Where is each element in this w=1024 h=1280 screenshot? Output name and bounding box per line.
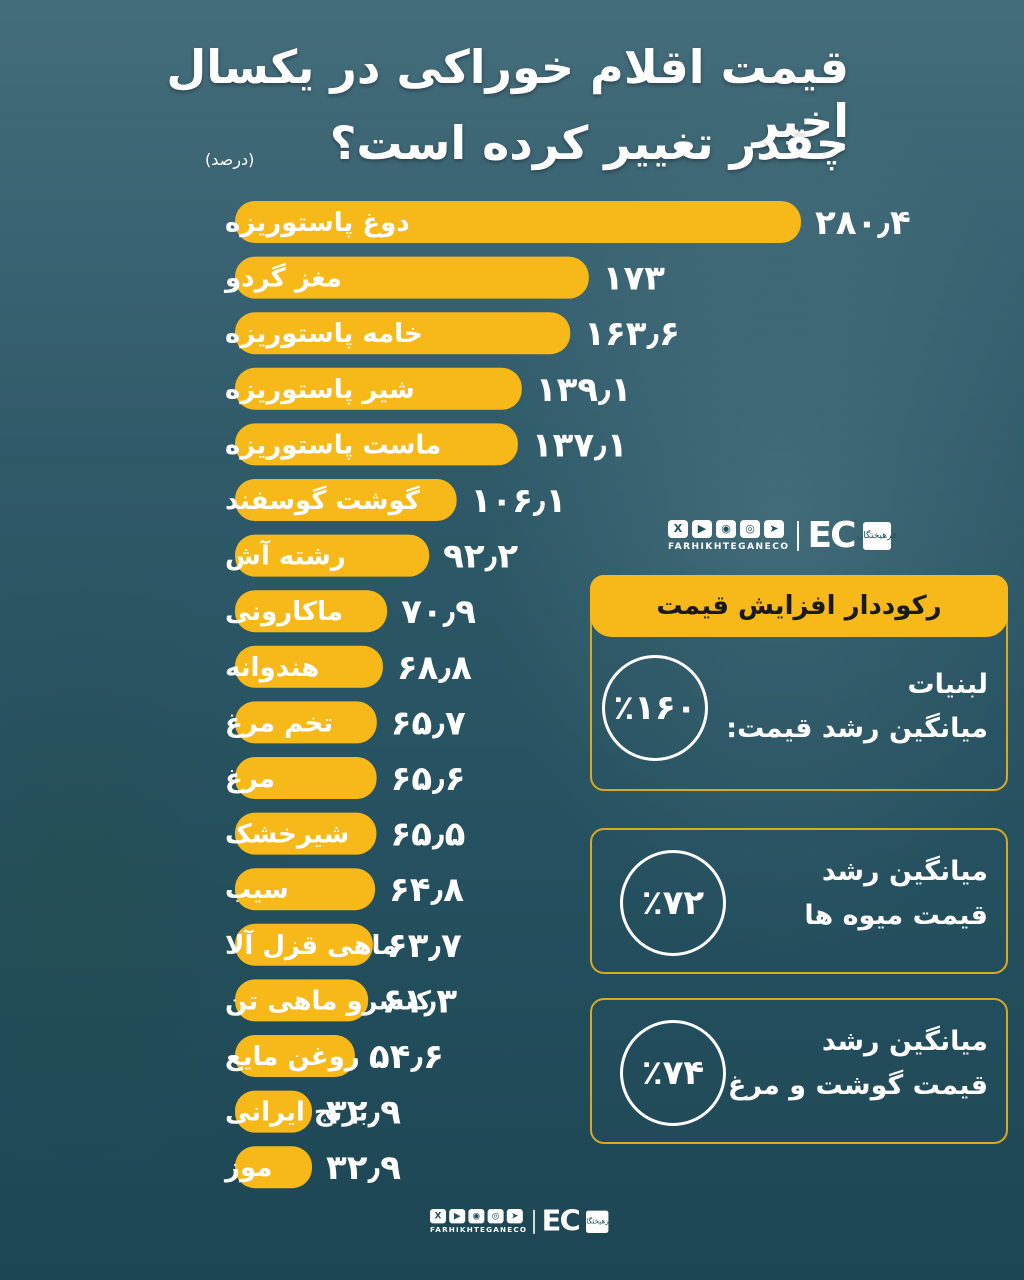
page-title: قیمت اقلام خوراکی در یکسال اخیر (166, 40, 849, 148)
bar (235, 423, 518, 466)
bar-value-label: ۶۴٫۸ (389, 870, 464, 910)
bar (235, 868, 376, 911)
bar (235, 1035, 355, 1077)
bar (235, 367, 522, 410)
record-box-dairy: رکوددار افزایش قیمت ٪۱۶۰ لبنیات میانگین … (590, 575, 1008, 791)
bar (235, 701, 377, 744)
record-box-meat: ٪۷۴ میانگین رشد قیمت گوشت و مرغ (590, 998, 1008, 1144)
bar (235, 757, 377, 799)
bar-category-label: شیر پاستوریزه (225, 375, 415, 405)
meat-text: میانگین رشد قیمت گوشت و مرغ (728, 1020, 988, 1108)
bar-category-label: ماهی قزل آلا (225, 929, 397, 961)
bar (235, 479, 457, 521)
telegram-icon[interactable]: ➤ (506, 1208, 523, 1223)
bar (235, 534, 430, 577)
bar (235, 645, 383, 688)
x-icon[interactable]: X (668, 519, 688, 538)
brand-logo-bottom: EC (541, 1205, 581, 1238)
brand-seal-icon: فرهیختگان (857, 521, 896, 550)
bar-category-label: سیب (225, 875, 289, 905)
bar-category-label: مرغ (225, 764, 275, 794)
brand-url: FARHIKHTEGANECO (668, 541, 790, 552)
bar-category-label: روغن مایع (225, 1042, 360, 1072)
bar-value-label: ۱۳۷٫۱ (532, 425, 628, 465)
social-icons-bottom: X ▶ ◉ ◎ ➤ (430, 1208, 527, 1223)
bar (235, 1146, 313, 1189)
record-box-fruits: ٪۷۲ میانگین رشد قیمت میوه ها (590, 828, 1008, 974)
bar-value-label: ۶۳٫۷ (387, 926, 462, 966)
bar-category-label: شیرخشک (225, 820, 349, 850)
instagram-icon[interactable]: ◎ (487, 1208, 504, 1223)
fruits-line1: میانگین رشد (821, 856, 988, 887)
bar (235, 812, 377, 855)
bar-category-label: مغز گردو (223, 263, 342, 294)
page-subtitle: چقدر تغییر کرده است؟ (329, 116, 849, 170)
bar-value-label: ۲۸۰٫۴ (815, 203, 911, 243)
bar-category-label: برنج ایرانی (225, 1098, 368, 1128)
bar-value-label: ۱۰۶٫۱ (471, 481, 567, 521)
dairy-line2: میانگین رشد قیمت: (726, 713, 988, 744)
fruits-text: میانگین رشد قیمت میوه ها (804, 850, 988, 938)
bar-value-label: ۳۲٫۹ (326, 1148, 401, 1188)
bar-category-label: گوشت گوسفند (225, 485, 421, 516)
social-icons: X ▶ ◉ ◎ ➤ (668, 519, 789, 538)
bar-value-label: ۶۵٫۷ (391, 703, 466, 743)
bar-category-label: هندوانه (225, 653, 319, 683)
meat-line2: قیمت گوشت و مرغ (727, 1070, 988, 1101)
bar-value-label: ۱۶۳٫۶ (584, 314, 680, 354)
bar-value-label: ۶۸٫۸ (397, 648, 472, 688)
bar (235, 256, 589, 299)
instagram-icon[interactable]: ◎ (740, 519, 760, 538)
bar-category-label: کنسرو ماهی تن (225, 986, 432, 1016)
fruits-line2: قیمت میوه ها (804, 900, 988, 931)
record-header: رکوددار افزایش قیمت (590, 575, 1008, 637)
bar-value-label: ۶۵٫۵ (390, 815, 465, 855)
bar (235, 201, 801, 243)
meat-percent-badge: ٪۷۴ (620, 1020, 726, 1126)
bar-category-label: ماست پاستوریزه (225, 430, 441, 460)
brand-divider (797, 520, 800, 551)
dairy-percent-badge: ٪۱۶۰ (602, 655, 708, 761)
bar-category-label: موز (223, 1153, 272, 1183)
bar-category-label: دوغ پاستوریزه (225, 208, 410, 238)
brand-divider-bottom (533, 1209, 536, 1234)
bar (235, 590, 388, 633)
bar-category-label: رشته آش (225, 540, 346, 572)
aparat-icon[interactable]: ◉ (716, 519, 736, 538)
bar-value-label: ۹۲٫۲ (443, 537, 518, 577)
bar (235, 1090, 313, 1133)
bar-value-label: ۳۲٫۹ (326, 1093, 401, 1133)
bar-value-label: ۷۰٫۹ (401, 592, 476, 632)
brand-seal-icon-bottom: فرهیختگان (581, 1210, 613, 1233)
brand-top: X ▶ ◉ ◎ ➤ FARHIKHTEGANECO EC فرهیختگان (668, 515, 896, 556)
youtube-icon[interactable]: ▶ (449, 1208, 466, 1223)
bar (235, 312, 571, 355)
bar-category-label: خامه پاستوریزه (225, 319, 423, 349)
bar-value-label: ۱۷۳ (603, 259, 666, 299)
bar-category-label: ماکارونی (225, 597, 343, 627)
fruits-percent-badge: ٪۷۲ (620, 850, 726, 956)
bar (235, 923, 373, 966)
unit-label: (درصد) (205, 150, 255, 169)
bar-value-label: ۶۱٫۳ (382, 981, 457, 1021)
bar-value-label: ۱۳۹٫۱ (536, 370, 632, 410)
brand-logo: EC (807, 515, 856, 556)
bar-category-label: تخم مرغ (225, 708, 333, 738)
dairy-text: لبنیات میانگین رشد قیمت: (726, 663, 988, 751)
bar-value-label: ۶۵٫۶ (391, 759, 466, 799)
meat-line1: میانگین رشد (821, 1026, 988, 1057)
youtube-icon[interactable]: ▶ (692, 519, 712, 538)
brand-bottom: X ▶ ◉ ◎ ➤ FARHIKHTEGANECO EC فرهیختگان (430, 1205, 613, 1238)
bar (235, 979, 369, 1022)
bar-value-label: ۵۴٫۶ (369, 1037, 444, 1077)
brand-url-bottom: FARHIKHTEGANECO (430, 1226, 528, 1235)
telegram-icon[interactable]: ➤ (764, 519, 784, 538)
dairy-line1: لبنیات (907, 669, 988, 700)
aparat-icon[interactable]: ◉ (468, 1208, 485, 1223)
x-icon[interactable]: X (430, 1208, 446, 1223)
